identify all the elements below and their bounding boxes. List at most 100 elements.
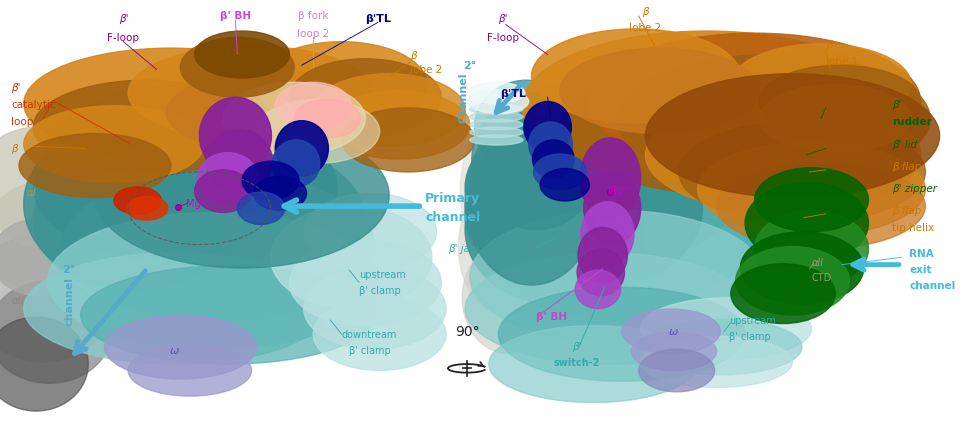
Text: lobe 2: lobe 2	[629, 23, 661, 33]
Ellipse shape	[698, 143, 925, 236]
Ellipse shape	[617, 55, 930, 183]
Ellipse shape	[0, 281, 111, 383]
Ellipse shape	[166, 72, 385, 153]
Ellipse shape	[200, 98, 272, 175]
Ellipse shape	[62, 173, 375, 322]
Ellipse shape	[0, 128, 102, 239]
Ellipse shape	[468, 83, 524, 104]
Text: β': β'	[892, 99, 901, 109]
Ellipse shape	[469, 120, 522, 130]
Ellipse shape	[646, 75, 940, 198]
Ellipse shape	[540, 169, 589, 201]
Text: channel: channel	[65, 276, 74, 325]
Text: β' clamp: β' clamp	[349, 345, 391, 355]
Ellipse shape	[469, 112, 522, 123]
Ellipse shape	[560, 60, 911, 196]
Ellipse shape	[24, 119, 252, 290]
Ellipse shape	[81, 266, 375, 364]
Ellipse shape	[33, 132, 365, 311]
Ellipse shape	[198, 153, 258, 204]
Ellipse shape	[716, 164, 925, 249]
Text: upstream: upstream	[359, 270, 406, 280]
Ellipse shape	[523, 102, 572, 153]
Ellipse shape	[256, 100, 380, 164]
Ellipse shape	[294, 100, 361, 138]
Text: 2°: 2°	[463, 61, 476, 71]
Ellipse shape	[114, 187, 161, 215]
Text: Mg²⁺: Mg²⁺	[186, 199, 210, 209]
Ellipse shape	[468, 90, 528, 114]
Text: Channel: Channel	[459, 72, 469, 122]
Ellipse shape	[474, 81, 579, 175]
Ellipse shape	[206, 130, 273, 194]
Ellipse shape	[271, 207, 432, 309]
Text: β: β	[642, 7, 649, 17]
Ellipse shape	[745, 183, 869, 264]
Ellipse shape	[560, 49, 760, 134]
Ellipse shape	[760, 66, 921, 138]
Ellipse shape	[128, 345, 252, 396]
Text: β' clamp: β' clamp	[359, 285, 400, 296]
Ellipse shape	[0, 317, 89, 411]
Text: Primary: Primary	[425, 192, 480, 204]
Text: β flap: β flap	[892, 162, 922, 172]
Ellipse shape	[0, 181, 109, 249]
Text: lobe 2: lobe 2	[410, 65, 442, 75]
Text: RNA: RNA	[909, 248, 934, 259]
Ellipse shape	[646, 98, 921, 213]
Ellipse shape	[94, 124, 389, 268]
Ellipse shape	[581, 202, 634, 266]
Text: αII: αII	[12, 295, 24, 305]
Ellipse shape	[576, 271, 621, 309]
Ellipse shape	[465, 253, 750, 364]
Ellipse shape	[24, 106, 204, 183]
Text: β' BH: β' BH	[220, 11, 251, 21]
Ellipse shape	[313, 298, 446, 371]
Ellipse shape	[24, 49, 318, 160]
Ellipse shape	[47, 213, 380, 349]
Ellipse shape	[641, 337, 792, 388]
Ellipse shape	[195, 32, 289, 79]
Text: αI: αI	[27, 187, 37, 198]
Text: switch-2: switch-2	[554, 357, 601, 367]
Text: exit: exit	[909, 264, 932, 274]
Ellipse shape	[465, 155, 646, 305]
Ellipse shape	[577, 249, 625, 296]
Ellipse shape	[775, 265, 851, 297]
Text: 90°: 90°	[455, 325, 479, 339]
Ellipse shape	[313, 75, 465, 147]
Ellipse shape	[731, 45, 911, 126]
Ellipse shape	[289, 60, 442, 136]
Ellipse shape	[465, 128, 769, 307]
Ellipse shape	[33, 111, 337, 264]
Text: β' zipper: β' zipper	[892, 183, 937, 193]
Text: rudder: rudder	[892, 116, 932, 127]
Text: β'TL: β'TL	[364, 14, 390, 24]
Ellipse shape	[273, 141, 320, 187]
Text: β': β'	[573, 341, 582, 351]
Ellipse shape	[641, 320, 802, 375]
Ellipse shape	[461, 106, 565, 277]
Text: β: β	[826, 40, 832, 50]
Ellipse shape	[237, 193, 284, 225]
Ellipse shape	[755, 168, 869, 232]
Text: β' lid: β' lid	[892, 140, 918, 150]
Ellipse shape	[459, 179, 553, 315]
Ellipse shape	[256, 43, 427, 128]
Ellipse shape	[736, 247, 849, 315]
Ellipse shape	[631, 332, 716, 371]
Text: β fork: β fork	[298, 11, 329, 21]
Text: channel: channel	[909, 280, 955, 291]
Ellipse shape	[498, 288, 745, 381]
Text: β': β'	[498, 14, 508, 24]
Text: β: β	[410, 50, 416, 60]
Ellipse shape	[578, 228, 628, 283]
Ellipse shape	[341, 109, 474, 173]
Ellipse shape	[180, 38, 294, 98]
Text: tip helix: tip helix	[892, 223, 934, 233]
Ellipse shape	[771, 251, 851, 287]
Ellipse shape	[126, 197, 168, 221]
Ellipse shape	[531, 30, 740, 124]
Ellipse shape	[0, 219, 90, 296]
Ellipse shape	[760, 85, 911, 153]
